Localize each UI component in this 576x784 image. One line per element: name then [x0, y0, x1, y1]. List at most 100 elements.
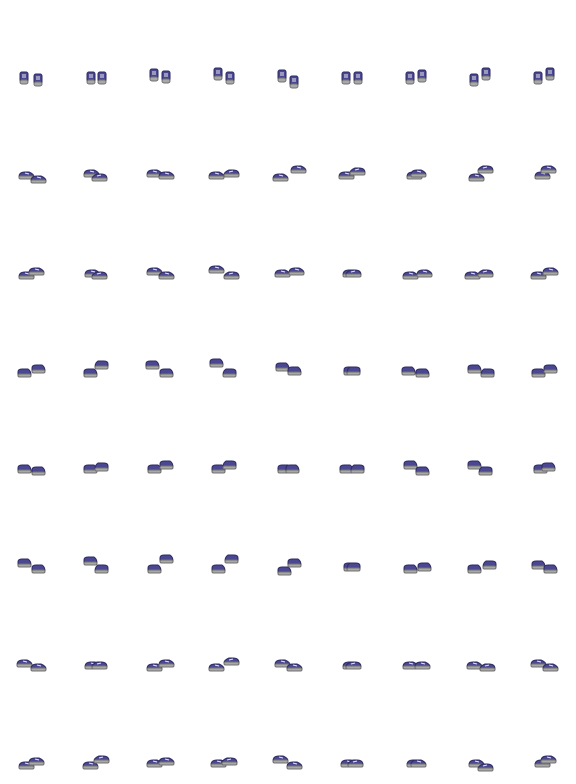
sprite-frame-north-west-5 — [256, 294, 320, 392]
sprite-frame-north-east-8 — [448, 490, 512, 588]
sprite-frame-south-east-4 — [192, 686, 256, 784]
sprite-frame-north-west-3 — [128, 294, 192, 392]
right-shoe-icon — [158, 659, 175, 668]
right-shoe-icon — [223, 271, 240, 280]
right-shoe-icon — [159, 554, 174, 564]
sprite-frame-east-9 — [512, 588, 576, 686]
sprite-frame-south-5 — [256, 0, 320, 98]
shoe-pair-icon — [208, 265, 240, 280]
sprite-frame-north-3 — [128, 392, 192, 490]
shoe-pair-icon — [403, 562, 432, 574]
left-shoe-icon — [213, 67, 223, 81]
sprite-frame-west-8 — [448, 196, 512, 294]
shoe-pair-icon — [274, 659, 303, 672]
left-shoe-icon — [147, 564, 162, 574]
shoe-pair-icon — [341, 71, 363, 85]
right-shoe-icon — [480, 368, 495, 378]
right-shoe-icon — [345, 269, 362, 278]
left-shoe-icon — [467, 364, 482, 374]
sprite-frame-south-2 — [64, 0, 128, 98]
shoe-pair-icon — [340, 759, 364, 768]
shoe-pair-icon — [83, 169, 108, 182]
sprite-frame-north-7 — [384, 392, 448, 490]
sprite-frame-west-1 — [0, 196, 64, 294]
sprite-frame-south-west-8 — [448, 98, 512, 196]
left-shoe-icon — [17, 368, 32, 378]
right-shoe-icon — [545, 67, 555, 81]
shoe-pair-icon — [467, 560, 497, 574]
right-shoe-icon — [161, 70, 171, 84]
sprite-frame-south-west-5 — [256, 98, 320, 196]
right-shoe-icon — [94, 360, 109, 370]
shoe-pair-icon — [18, 267, 45, 280]
left-shoe-icon — [208, 171, 225, 180]
left-shoe-icon — [467, 460, 482, 470]
shoe-pair-icon — [208, 169, 240, 180]
right-shoe-icon — [415, 466, 430, 476]
sprite-frame-north-6 — [320, 392, 384, 490]
right-shoe-icon — [288, 267, 305, 276]
right-shoe-icon — [31, 564, 46, 574]
right-shoe-icon — [543, 564, 558, 574]
right-shoe-icon — [31, 466, 46, 476]
right-shoe-icon — [416, 269, 433, 278]
left-shoe-icon — [16, 659, 33, 668]
sprite-frame-north-8 — [448, 392, 512, 490]
shoe-pair-icon — [403, 460, 430, 476]
sprite-frame-north-east-5 — [256, 490, 320, 588]
right-shoe-icon — [345, 661, 362, 670]
right-shoe-icon — [478, 466, 493, 476]
right-shoe-icon — [479, 663, 496, 672]
shoe-pair-icon — [405, 69, 427, 85]
shoe-pair-icon — [213, 67, 235, 85]
left-shoe-icon — [403, 564, 418, 574]
right-shoe-icon — [543, 364, 558, 374]
sprite-frame-west-7 — [384, 196, 448, 294]
shoe-pair-icon — [277, 464, 300, 474]
right-shoe-icon — [97, 71, 107, 85]
right-shoe-icon — [346, 366, 361, 376]
left-shoe-icon — [531, 560, 546, 570]
sprite-frame-east-7 — [384, 588, 448, 686]
sprite-frame-south-east-8 — [448, 686, 512, 784]
sprite-frame-south-east-7 — [384, 686, 448, 784]
shoe-pair-icon — [146, 267, 175, 280]
sprite-frame-east-6 — [320, 588, 384, 686]
sprite-frame-east-1 — [0, 588, 64, 686]
right-shoe-icon — [410, 759, 427, 768]
right-shoe-icon — [222, 368, 237, 378]
sprite-frame-south-east-3 — [128, 686, 192, 784]
left-shoe-icon — [19, 71, 29, 85]
right-shoe-icon — [349, 167, 366, 176]
right-shoe-icon — [223, 657, 240, 666]
right-shoe-icon — [417, 562, 432, 572]
shoe-pair-icon — [277, 69, 299, 89]
left-shoe-icon — [149, 68, 159, 82]
left-shoe-icon — [533, 71, 543, 85]
sprite-frame-south-east-9 — [512, 686, 576, 784]
right-shoe-icon — [91, 173, 108, 182]
shoe-pair-icon — [469, 67, 491, 87]
left-shoe-icon — [208, 265, 225, 274]
shoe-pair-icon — [16, 659, 47, 672]
shoe-pair-icon — [338, 167, 366, 180]
left-shoe-icon — [402, 271, 419, 280]
right-shoe-icon — [31, 364, 46, 374]
shoe-pair-icon — [339, 464, 365, 474]
left-shoe-icon — [208, 663, 225, 672]
sprite-frame-south-7 — [384, 0, 448, 98]
sprite-frame-north-5 — [256, 392, 320, 490]
sprite-frame-north-9 — [512, 392, 576, 490]
sprite-frame-south-1 — [0, 0, 64, 98]
right-shoe-icon — [541, 462, 556, 472]
sprite-frame-north-west-6 — [320, 294, 384, 392]
right-shoe-icon — [414, 661, 431, 670]
shoe-pair-icon — [466, 661, 496, 672]
sprite-frame-south-west-9 — [512, 98, 576, 196]
right-shoe-icon — [158, 757, 175, 766]
sprite-frame-south-west-6 — [320, 98, 384, 196]
sprite-frame-west-9 — [512, 196, 576, 294]
sprite-frame-north-west-1 — [0, 294, 64, 392]
left-shoe-icon — [274, 269, 291, 278]
left-shoe-icon — [147, 464, 162, 474]
